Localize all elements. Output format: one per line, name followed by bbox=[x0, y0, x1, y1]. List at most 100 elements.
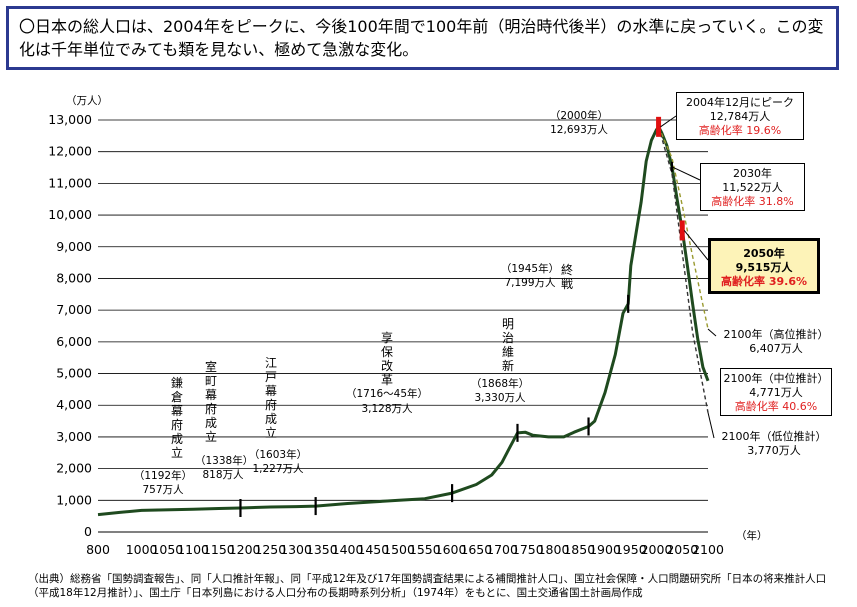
grid-layer bbox=[98, 119, 708, 533]
event-kyoho-label: 享保改革 bbox=[380, 331, 393, 387]
leader-peak bbox=[660, 115, 677, 128]
series-line-2 bbox=[657, 126, 709, 413]
series-line-1 bbox=[657, 126, 709, 330]
y-tick-label-13: 13,000 bbox=[48, 112, 92, 127]
year-1716-label: （1716～45年） bbox=[345, 388, 429, 400]
year-2050-annotation-box: 2050年 9,515万人 高齢化率 39.6% bbox=[708, 238, 820, 294]
y-tick-label-10: 10,000 bbox=[48, 207, 92, 222]
x-tick-label-1150: 1150 bbox=[203, 542, 235, 557]
headline-box: 〇日本の総人口は、2004年をピークに、今後100年間で100年前（明治時代後半… bbox=[6, 6, 839, 70]
value-1192-label: 757万人 bbox=[142, 484, 184, 496]
mid-estimate-title: 2100年（中位推計） bbox=[723, 372, 829, 385]
marker-layer bbox=[239, 116, 685, 518]
axis-layer: 0 1,000 2,000 3,000 4,000 5,000 6,000 7,000 8,00… bbox=[48, 112, 724, 557]
y-tick-label-8: 8,000 bbox=[56, 270, 92, 285]
leader-2050 bbox=[683, 230, 709, 261]
y-tick-label-1: 1,000 bbox=[56, 492, 92, 507]
x-tick-label-1800: 1800 bbox=[538, 542, 570, 557]
y-tick-label-4: 4,000 bbox=[56, 397, 92, 412]
x-axis-unit: （年） bbox=[736, 530, 768, 542]
year-1192-label: （1192年） bbox=[133, 470, 193, 482]
year-2050-value: 9,515万人 bbox=[735, 261, 793, 274]
event-muromachi-label: 室町幕府成立 bbox=[204, 360, 217, 444]
x-tick-label-1050: 1050 bbox=[151, 542, 183, 557]
year-2030-annotation-box: 2030年 11,522万人 高齢化率 31.8% bbox=[700, 163, 805, 211]
x-tick-label-1300: 1300 bbox=[280, 542, 312, 557]
event-kamakura-label: 鎌倉幕府成立 bbox=[170, 376, 183, 460]
x-tick-label-1400: 1400 bbox=[332, 542, 364, 557]
y-tick-label-7: 7,000 bbox=[56, 302, 92, 317]
y-tick-label-12: 12,000 bbox=[48, 144, 92, 159]
x-tick-label-1200: 1200 bbox=[229, 542, 261, 557]
year-1945-label: （1945年） bbox=[500, 263, 560, 275]
highlight-marker-2050 bbox=[679, 220, 685, 241]
value-1868-label: 3,330万人 bbox=[474, 392, 526, 404]
x-tick-label-2100: 2100 bbox=[692, 542, 724, 557]
year-2030-aging-rate: 高齢化率 31.8% bbox=[711, 195, 794, 208]
year-1868-label: （1868年） bbox=[470, 378, 530, 390]
year-2030-value: 11,522万人 bbox=[722, 181, 783, 194]
value-1603-label: 1,227万人 bbox=[252, 463, 304, 475]
y-tick-label-0: 0 bbox=[84, 524, 92, 539]
x-tick-label-1600: 1600 bbox=[435, 542, 467, 557]
y-tick-label-11: 11,000 bbox=[48, 175, 92, 190]
year-2000-label: （2000年） bbox=[549, 110, 609, 122]
leader-low bbox=[707, 412, 715, 439]
leader-2030 bbox=[671, 166, 701, 181]
year-2050-title: 2050年 bbox=[743, 247, 785, 260]
year-2050-aging-rate: 高齢化率 39.6% bbox=[721, 275, 807, 288]
x-tick-label-1350: 1350 bbox=[306, 542, 338, 557]
x-tick-label-1650: 1650 bbox=[460, 542, 492, 557]
y-tick-label-9: 9,000 bbox=[56, 239, 92, 254]
leader-layer bbox=[660, 115, 717, 439]
x-tick-label-1100: 1100 bbox=[177, 542, 209, 557]
x-tick-label-2050: 2050 bbox=[666, 542, 698, 557]
x-tick-label-1900: 1900 bbox=[589, 542, 621, 557]
low-estimate-annotation: 2100年（低位推計） 3,770万人 bbox=[714, 430, 834, 458]
event-edo-label: 江戸幕府成立 bbox=[264, 356, 277, 440]
peak-annotation-box: 2004年12月にピーク 12,784万人 高齢化率 19.6% bbox=[676, 92, 804, 140]
x-tick-label-1750: 1750 bbox=[512, 542, 544, 557]
low-estimate-title: 2100年（低位推計） bbox=[721, 430, 827, 443]
x-tick-label-1950: 1950 bbox=[615, 542, 647, 557]
year-2030-title: 2030年 bbox=[733, 167, 772, 180]
peak-value: 12,784万人 bbox=[709, 110, 771, 123]
y-tick-label-2: 2,000 bbox=[56, 461, 92, 476]
source-footnote: （出典）総務省「国勢調査報告」、同「人口推計年報」、同「平成12年及び17年国勢… bbox=[28, 573, 827, 599]
highlight-marker-2004 bbox=[656, 116, 662, 137]
x-tick-label-800: 800 bbox=[86, 542, 110, 557]
y-tick-label-5: 5,000 bbox=[56, 366, 92, 381]
high-estimate-annotation: 2100年（高位推計） 6,407万人 bbox=[716, 328, 836, 356]
value-1338-label: 818万人 bbox=[202, 469, 244, 481]
x-tick-label-1550: 1550 bbox=[409, 542, 441, 557]
x-tick-label-1700: 1700 bbox=[486, 542, 518, 557]
value-1945-label: 7,199万人 bbox=[504, 277, 556, 289]
value-1716-label: 3,128万人 bbox=[361, 403, 413, 415]
peak-title: 2004年12月にピーク bbox=[686, 96, 794, 109]
mid-estimate-annotation-box: 2100年（中位推計） 4,771万人 高齢化率 40.6% bbox=[720, 368, 832, 416]
y-tick-label-6: 6,000 bbox=[56, 334, 92, 349]
high-estimate-title: 2100年（高位推計） bbox=[723, 328, 829, 341]
x-tick-label-1000: 1000 bbox=[126, 542, 158, 557]
headline-text: 〇日本の総人口は、2004年をピークに、今後100年間で100年前（明治時代後半… bbox=[19, 17, 824, 59]
event-meiji-label: 明治維新 bbox=[501, 317, 514, 373]
peak-aging-rate: 高齢化率 19.6% bbox=[698, 124, 782, 137]
value-2000-label: 12,693万人 bbox=[550, 124, 608, 136]
leader-high bbox=[707, 328, 717, 337]
year-1338-label: （1338年） bbox=[195, 455, 254, 467]
x-tick-label-2000: 2000 bbox=[641, 542, 673, 557]
low-estimate-value: 3,770万人 bbox=[747, 444, 801, 457]
x-tick-label-1500: 1500 bbox=[383, 542, 415, 557]
series-line-0 bbox=[97, 125, 710, 517]
series-layer bbox=[97, 125, 710, 517]
x-tick-label-1250: 1250 bbox=[254, 542, 286, 557]
mid-estimate-value: 4,771万人 bbox=[749, 386, 803, 399]
mid-estimate-aging-rate: 高齢化率 40.6% bbox=[734, 400, 818, 413]
y-axis-unit: （万人） bbox=[66, 95, 108, 107]
year-1603-label: （1603年） bbox=[248, 449, 308, 461]
y-tick-label-3: 3,000 bbox=[56, 429, 92, 444]
event-war-end-label: 終戦 bbox=[560, 263, 573, 291]
high-estimate-value: 6,407万人 bbox=[749, 342, 803, 355]
x-tick-label-1850: 1850 bbox=[563, 542, 595, 557]
